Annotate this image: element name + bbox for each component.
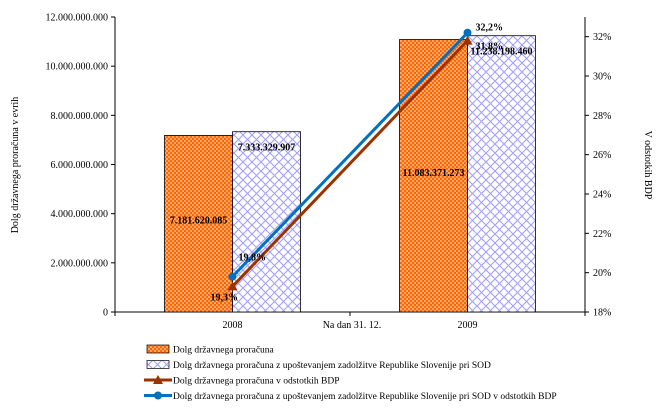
right-tick-label: 20% (593, 268, 611, 279)
bar (164, 135, 233, 313)
legend-label: Dolg državnega proračuna z upoštevanjem … (173, 361, 491, 371)
left-tick-label: 2.000.000.000 (51, 258, 109, 269)
x-axis-title: Na dan 31. 12. (323, 320, 382, 331)
right-tick-label: 22% (593, 229, 611, 240)
series-line (231, 31, 469, 278)
line-point (462, 35, 473, 45)
left-tick-label: 12.000.000.000 (46, 13, 109, 24)
left-axis-title: Dolg državnega proračuna v evrih (10, 97, 21, 234)
bar-value-label: 11.238.198.460 (471, 47, 533, 58)
bar (399, 39, 468, 313)
right-tick-label: 18% (593, 308, 611, 319)
line-value-label: 19,8% (239, 253, 267, 264)
data-labels: 7.181.620.085 11.083.371.273 7.333.329.907… (170, 23, 533, 304)
legend-label: Dolg državnega proračuna z upoštevanjem … (173, 392, 557, 402)
line-value-label: 31,8% (476, 42, 504, 53)
line-point (463, 28, 472, 37)
legend-label: Dolg državnega proračuna v odstotkih BDP (173, 377, 339, 387)
right-tick-label: 28% (593, 111, 611, 122)
bar (232, 131, 301, 313)
legend-marker (154, 391, 162, 400)
line-point (227, 281, 238, 291)
legend-marker (153, 375, 163, 384)
legend-item: Dolg državnega proračuna z upoštevanjem … (144, 391, 557, 402)
left-tick-label: 10.000.000.000 (46, 62, 109, 73)
legend-swatch (146, 360, 170, 369)
legend-label: Dolg državnega proračuna (173, 346, 275, 356)
legend-item: Dolg državnega proračuna z upoštevanjem … (146, 360, 491, 371)
legend-item: Dolg državnega proračuna (146, 344, 275, 356)
left-tick-label: 8.000.000.000 (51, 111, 109, 122)
line-value-label: 32,2% (476, 23, 504, 34)
bar (467, 35, 536, 313)
line-value-label: 19,3% (211, 292, 239, 303)
legend: Dolg državnega proračuna Dolg državnega p… (144, 344, 557, 402)
bar-value-label: 7.181.620.085 (170, 216, 228, 227)
right-axis-title: V odstotkih BDP (642, 131, 653, 200)
bars (164, 35, 536, 313)
x-tick-label: 2009 (458, 320, 478, 331)
line-point (228, 272, 237, 281)
right-tick-label: 30% (593, 72, 611, 83)
right-tick-label: 24% (593, 190, 611, 201)
legend-swatch (146, 344, 170, 354)
plot-area: 0 2.000.000.000 4.000.000.000 6.000.000.000… (46, 13, 612, 332)
legend-item: Dolg državnega proračuna v odstotkih BDP (144, 375, 339, 387)
x-tick-label: 2008 (223, 320, 243, 331)
lines (227, 28, 473, 291)
bar-value-label: 7.333.329.907 (238, 143, 296, 154)
left-tick-label: 6.000.000.000 (51, 160, 109, 171)
left-tick-label: 4.000.000.000 (51, 209, 109, 220)
right-tick-label: 32% (593, 32, 611, 43)
bar-value-label: 11.083.371.273 (403, 168, 465, 179)
series-line (231, 39, 469, 288)
right-tick-label: 26% (593, 150, 611, 161)
left-tick-label: 0 (103, 308, 108, 319)
